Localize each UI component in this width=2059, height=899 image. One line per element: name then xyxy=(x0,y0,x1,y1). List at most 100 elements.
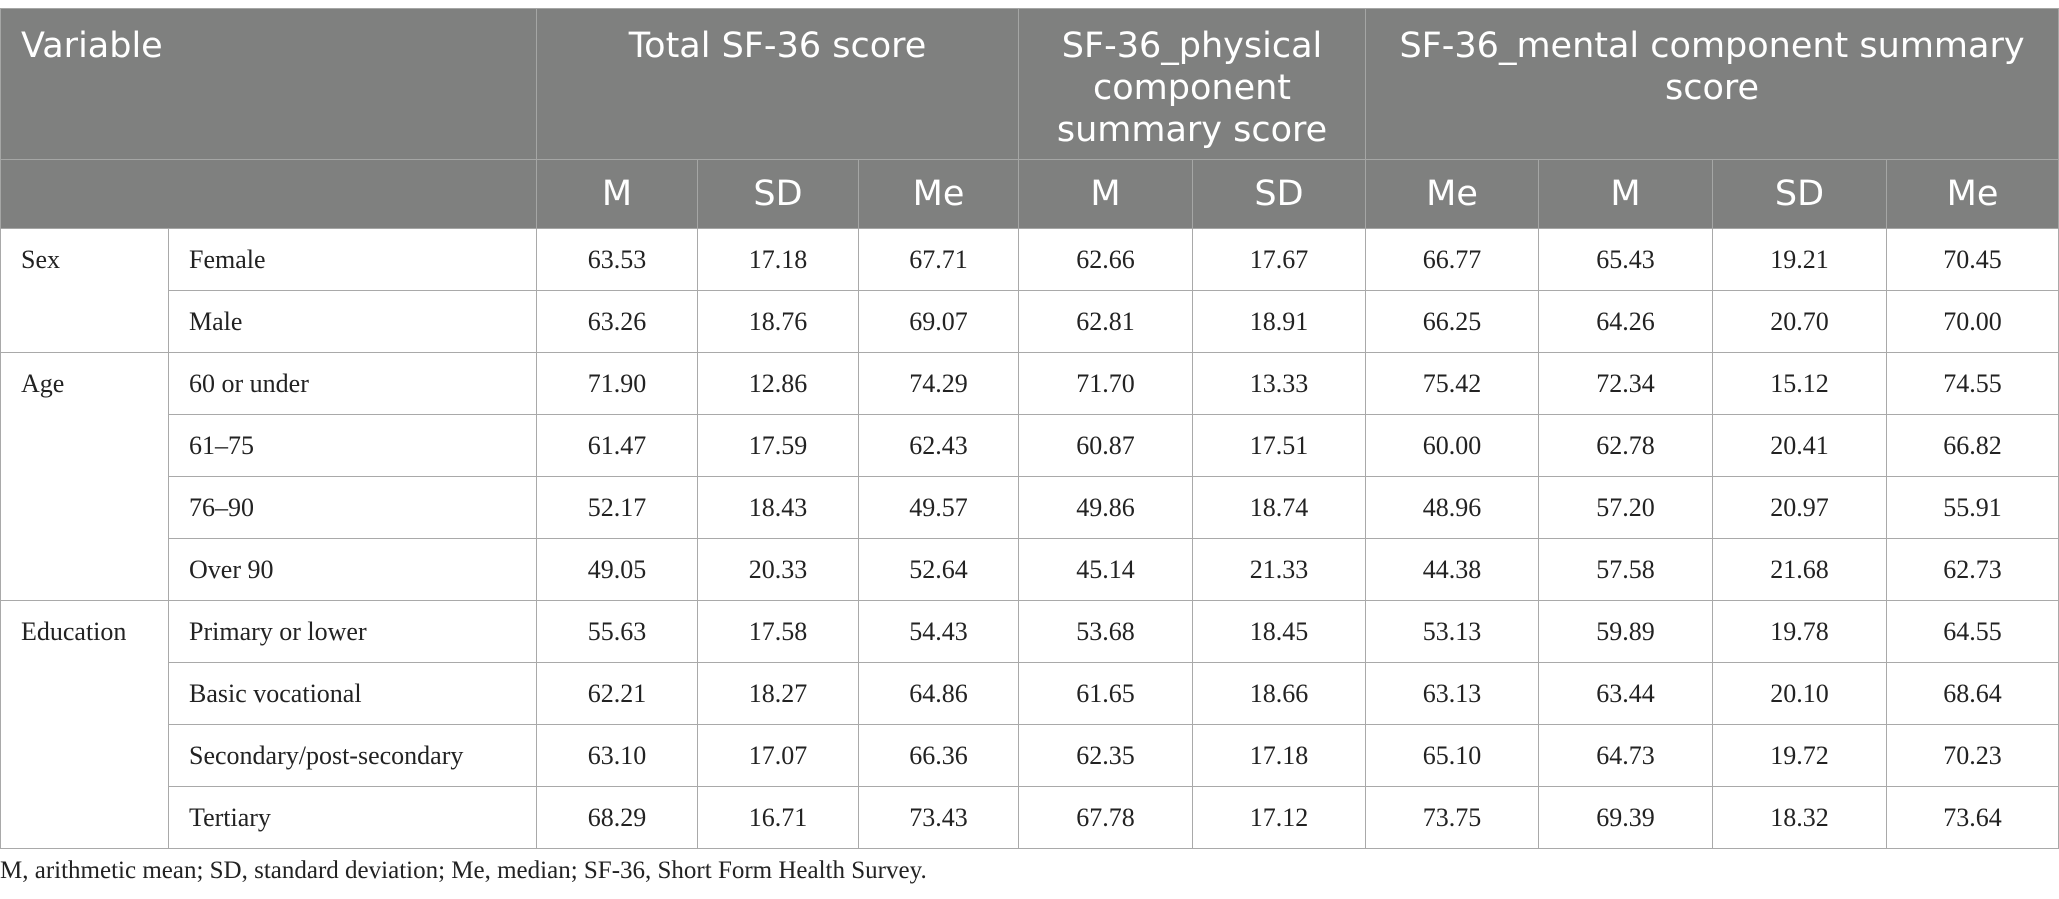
value-cell: 64.26 xyxy=(1538,290,1714,353)
value-cell: 57.20 xyxy=(1538,476,1714,539)
table-row: 61–75 61.47 17.59 62.43 60.87 17.51 60.00 62.78… xyxy=(1,414,2059,477)
value-cell: 57.58 xyxy=(1538,538,1714,601)
total-score-header: Total SF-36 score xyxy=(535,8,1020,160)
value-cell: 69.39 xyxy=(1538,786,1714,849)
value-cell: 62.21 xyxy=(536,662,698,725)
value-cell: 17.67 xyxy=(1192,228,1367,291)
blank-header-cell xyxy=(0,159,537,229)
mental-score-header: SF-36_mental component summary score xyxy=(1365,8,2059,160)
value-cell: 18.45 xyxy=(1192,600,1367,663)
value-cell: 71.90 xyxy=(536,352,698,415)
value-cell: 20.33 xyxy=(697,538,859,601)
value-cell: 53.13 xyxy=(1365,600,1540,663)
row-label-cell: 76–90 xyxy=(168,476,537,539)
value-cell: 19.78 xyxy=(1712,600,1888,663)
value-cell: 67.71 xyxy=(857,228,1020,291)
row-label-cell: Primary or lower xyxy=(168,600,537,663)
value-cell: 72.34 xyxy=(1538,352,1714,415)
value-cell: 75.42 xyxy=(1365,352,1540,415)
value-cell: 18.43 xyxy=(697,476,859,539)
value-cell: 62.66 xyxy=(1018,228,1194,291)
value-cell: 17.18 xyxy=(697,228,859,291)
value-cell: 66.36 xyxy=(857,724,1020,787)
sf36-table: Variable Total SF-36 score SF-36_physica… xyxy=(0,8,2059,849)
value-cell: 62.43 xyxy=(857,414,1020,477)
row-label-cell: 61–75 xyxy=(168,414,537,477)
value-cell: 70.45 xyxy=(1886,228,2059,291)
value-cell: 17.51 xyxy=(1192,414,1367,477)
value-cell: 21.33 xyxy=(1192,538,1367,601)
value-cell: 74.29 xyxy=(857,352,1020,415)
value-cell: 55.91 xyxy=(1886,476,2059,539)
value-cell: 64.73 xyxy=(1538,724,1714,787)
value-cell: 69.07 xyxy=(857,290,1020,353)
table-row: Education Primary or lower 55.63 17.58 54.43… xyxy=(0,600,2059,849)
value-cell: 68.64 xyxy=(1886,662,2059,725)
value-cell: 73.75 xyxy=(1365,786,1540,849)
table-header: Variable Total SF-36 score SF-36_physica… xyxy=(0,8,2059,229)
value-cell: 63.44 xyxy=(1538,662,1714,725)
value-cell: 17.59 xyxy=(697,414,859,477)
row-label-cell: Basic vocational xyxy=(168,662,537,725)
value-cell: 54.43 xyxy=(857,600,1020,663)
value-cell: 21.68 xyxy=(1712,538,1888,601)
stat-header: SD xyxy=(1712,159,1888,229)
value-cell: 64.55 xyxy=(1886,600,2059,663)
value-cell: 52.64 xyxy=(857,538,1020,601)
table-row: Over 90 49.05 20.33 52.64 45.14 21.33 44.38 57.… xyxy=(1,538,2059,601)
value-cell: 60.87 xyxy=(1018,414,1194,477)
table-row: Sex Female 63.53 17.18 67.71 62.66 17.67 66.77 6… xyxy=(0,228,2059,353)
value-cell: 63.10 xyxy=(536,724,698,787)
category-cell: Age xyxy=(0,352,169,601)
value-cell: 13.33 xyxy=(1192,352,1367,415)
value-cell: 62.78 xyxy=(1538,414,1714,477)
physical-score-header: SF-36_physical component summary score xyxy=(1018,8,1367,160)
value-cell: 18.91 xyxy=(1192,290,1367,353)
row-label-cell: Male xyxy=(168,290,537,353)
stat-header: Me xyxy=(857,159,1020,229)
stat-header: Me xyxy=(1365,159,1540,229)
table-row: Basic vocational 62.21 18.27 64.86 61.65 18.6… xyxy=(1,662,2059,725)
value-cell: 20.41 xyxy=(1712,414,1888,477)
header-row-groups: Variable Total SF-36 score SF-36_physica… xyxy=(0,8,2059,160)
value-cell: 18.74 xyxy=(1192,476,1367,539)
stat-header: M xyxy=(1018,159,1194,229)
table-row: Male 63.26 18.76 69.07 62.81 18.91 66.25 64.26 2… xyxy=(1,290,2059,353)
value-cell: 12.86 xyxy=(697,352,859,415)
value-cell: 60.00 xyxy=(1365,414,1540,477)
value-cell: 65.43 xyxy=(1538,228,1714,291)
value-cell: 73.64 xyxy=(1886,786,2059,849)
table-row: Secondary/post-secondary 63.10 17.07 66.36 6… xyxy=(1,724,2059,787)
value-cell: 63.13 xyxy=(1365,662,1540,725)
value-cell: 17.18 xyxy=(1192,724,1367,787)
value-cell: 65.10 xyxy=(1365,724,1540,787)
value-cell: 53.68 xyxy=(1018,600,1194,663)
value-cell: 64.86 xyxy=(857,662,1020,725)
table-row: 76–90 52.17 18.43 49.57 49.86 18.74 48.96 57.20… xyxy=(1,476,2059,539)
value-cell: 66.25 xyxy=(1365,290,1540,353)
value-cell: 61.65 xyxy=(1018,662,1194,725)
stat-header: SD xyxy=(1192,159,1367,229)
value-cell: 59.89 xyxy=(1538,600,1714,663)
value-cell: 49.57 xyxy=(857,476,1020,539)
value-cell: 63.53 xyxy=(536,228,698,291)
value-cell: 45.14 xyxy=(1018,538,1194,601)
category-cell: Education xyxy=(0,600,169,849)
value-cell: 68.29 xyxy=(536,786,698,849)
stat-header: M xyxy=(536,159,698,229)
value-cell: 19.21 xyxy=(1712,228,1888,291)
value-cell: 61.47 xyxy=(536,414,698,477)
value-cell: 20.97 xyxy=(1712,476,1888,539)
value-cell: 20.70 xyxy=(1712,290,1888,353)
value-cell: 15.12 xyxy=(1712,352,1888,415)
value-cell: 17.07 xyxy=(697,724,859,787)
table-body: Sex Female 63.53 17.18 67.71 62.66 17.67 66.77 6… xyxy=(0,228,2059,849)
value-cell: 18.66 xyxy=(1192,662,1367,725)
variable-header: Variable xyxy=(0,8,537,160)
value-cell: 55.63 xyxy=(536,600,698,663)
value-cell: 70.23 xyxy=(1886,724,2059,787)
table-footnote: M, arithmetic mean; SD, standard deviati… xyxy=(0,857,927,884)
header-row-stats: M SD Me M SD Me M SD Me xyxy=(0,159,2059,229)
value-cell: 18.76 xyxy=(697,290,859,353)
row-label-cell: Female xyxy=(168,228,537,291)
